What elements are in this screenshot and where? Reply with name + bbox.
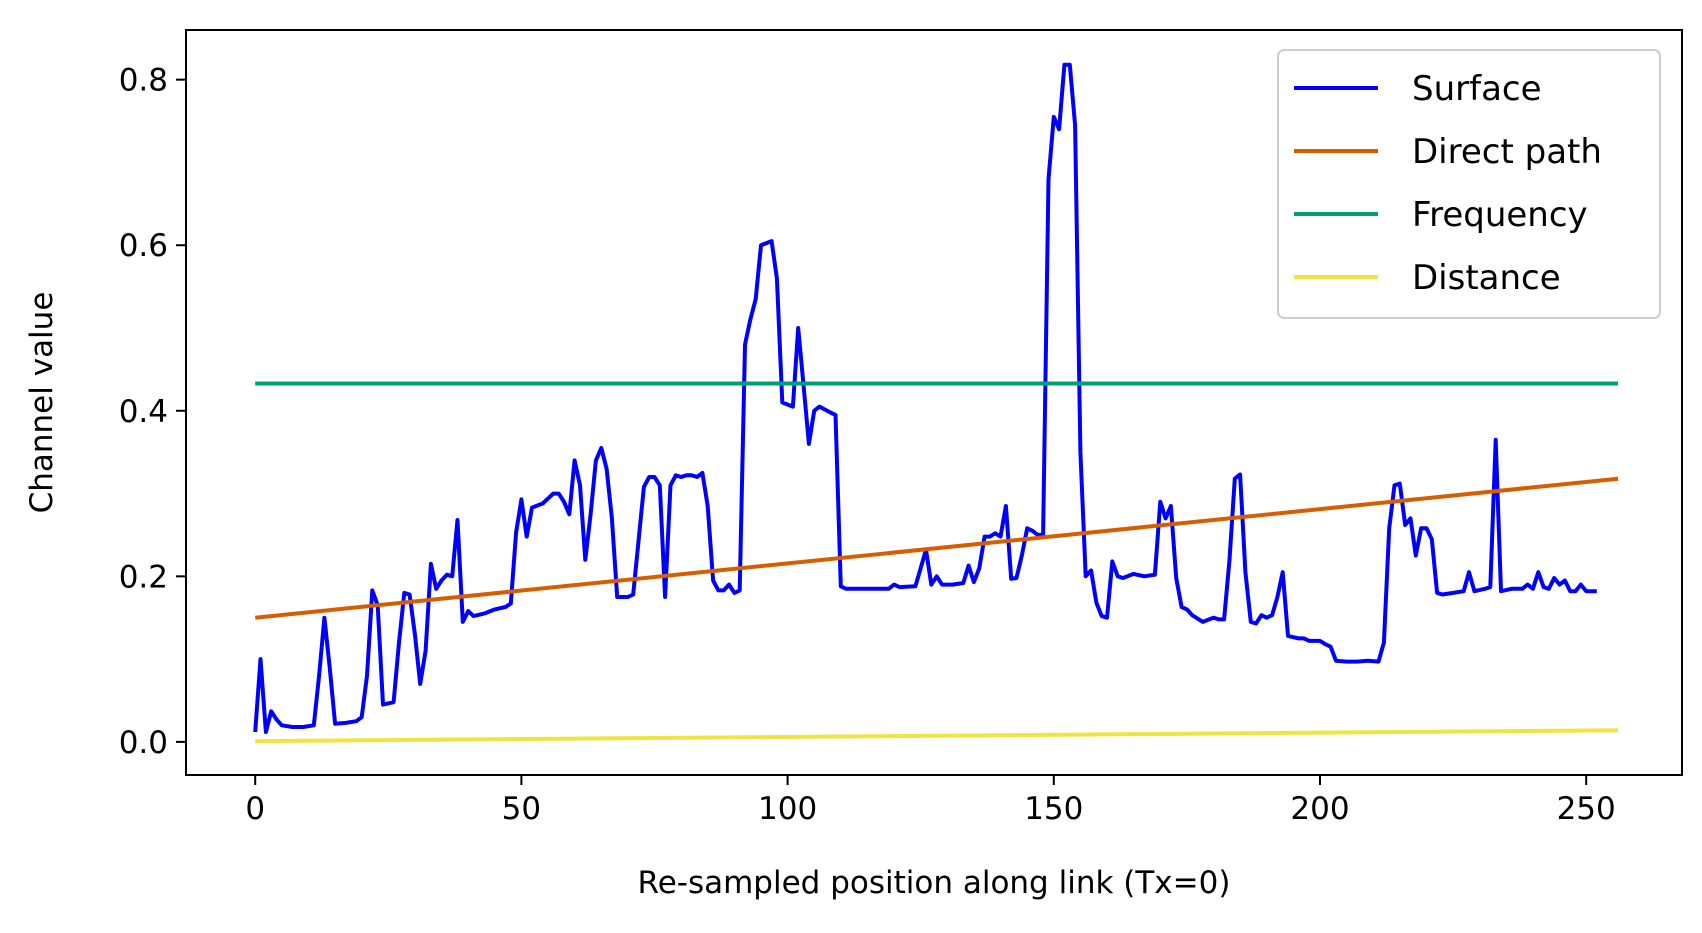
legend: Surface Direct path Frequency Distance <box>1277 49 1661 319</box>
series-line-distance <box>255 728 1619 744</box>
legend-box <box>1277 49 1661 319</box>
y-tick-label: 0.0 <box>119 725 168 761</box>
x-axis-label: Re-sampled position along link (Tx=0) <box>638 865 1231 901</box>
legend-label-distance: Distance <box>1412 258 1561 298</box>
legend-label-direct-path: Direct path <box>1412 132 1602 172</box>
series-line-surface <box>253 62 1597 734</box>
legend-label-surface: Surface <box>1412 69 1542 109</box>
y-tick-label: 0.6 <box>119 228 168 264</box>
x-tick-label: 50 <box>502 791 541 827</box>
y-axis-label: Channel value <box>24 292 60 514</box>
x-tick-label: 100 <box>758 791 817 827</box>
y-tick-label: 0.8 <box>119 63 168 99</box>
y-tick-label: 0.4 <box>119 394 168 430</box>
x-tick-label: 250 <box>1557 791 1616 827</box>
x-tick-label: 150 <box>1024 791 1083 827</box>
series-line-direct-path <box>254 476 1619 620</box>
y-tick-label: 0.2 <box>119 559 168 595</box>
y-axis: 0.0 0.2 0.4 0.6 0.8 <box>119 63 186 761</box>
plot-frame <box>185 29 1683 776</box>
x-tick-label: 200 <box>1290 791 1349 827</box>
series-layer <box>253 62 1619 744</box>
x-axis: 0 50 100 150 200 250 <box>245 775 1616 827</box>
legend-label-frequency: Frequency <box>1412 195 1588 235</box>
x-tick-label: 0 <box>245 791 265 827</box>
